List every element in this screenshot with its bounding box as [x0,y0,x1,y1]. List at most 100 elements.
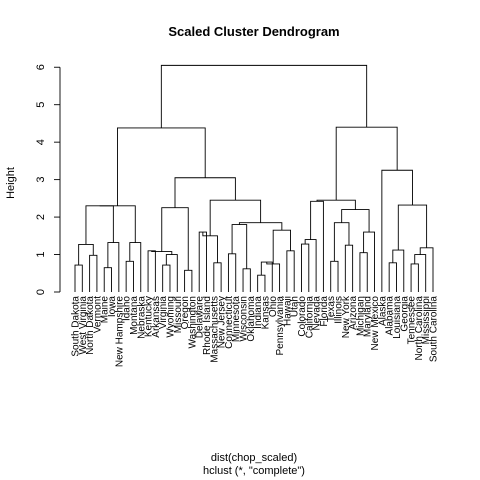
merge-41 [392,249,405,292]
merge-5 [85,205,114,245]
leaf-label-virginia: Virginia [158,296,169,330]
y-tick-label-5: 5 [35,102,47,108]
merge-37 [363,231,376,292]
merge-27 [209,199,262,236]
merge-26 [238,222,283,231]
leaf-label-north-dakota: North Dakota [85,296,96,355]
leaf-label-minnesota: Minnesota [231,296,242,343]
leaf-label-montana: Montana [129,296,140,335]
y-tick-label-3: 3 [35,177,47,183]
leaf-label-idaho: Idaho [122,296,133,321]
leaf-label-new-hampshire: New Hampshire [114,296,125,368]
leaf-label-california: California [304,296,315,339]
leaf-label-louisiana: Louisiana [392,296,403,339]
x-axis-subtitle: hclust (*, "complete") [203,465,305,477]
chart-title: Scaled Cluster Dendrogram [168,24,339,39]
leaf-label-new-mexico: New Mexico [370,296,381,351]
leaf-label-oregon: Oregon [180,296,191,329]
leaf-label-georgia: Georgia [399,296,410,332]
leaf-label-south-dakota: South Dakota [71,296,82,357]
y-tick-label-0: 0 [35,289,47,295]
merge-47 [335,126,398,201]
leaf-label-wisconsin: Wisconsin [239,296,250,342]
merge-40 [388,262,397,292]
leaf-label-oklahoma: Oklahoma [246,296,257,342]
leaf-label-rhode-island: Rhode Island [202,296,213,355]
merge-43 [414,254,427,292]
leaf-label-maine: Maine [100,296,111,324]
leaf-label-pennsylvania: Pennsylvania [275,296,286,356]
y-tick-label-2: 2 [35,214,47,220]
leaf-label-illinois: Illinois [334,296,345,324]
merge-19 [242,268,251,292]
leaf-label-vermont: Vermont [92,296,103,333]
merge-10 [162,264,171,292]
y-axis-label: Height [5,167,17,199]
leaf-label-texas: Texas [326,296,337,322]
merge-30 [301,243,310,292]
leaf-label-washington: Washington [187,296,198,348]
leaf-label-arkansas: Arkansas [151,296,162,338]
merge-42 [410,263,419,292]
y-tick-label-4: 4 [35,139,47,145]
leaf-label-massachusetts: Massachusetts [209,296,220,363]
leaf-label-ohio: Ohio [268,296,279,318]
leaf-label-kentucky: Kentucky [144,296,155,337]
leaf-label-indiana: Indiana [253,296,264,329]
merge-13 [184,269,193,292]
merge-12 [151,250,173,255]
merge-34 [344,244,354,292]
merge-21 [257,274,266,292]
leaf-label-new-york: New York [341,295,352,338]
merge-7 [129,242,142,292]
dendrogram-branches [74,64,434,292]
merge-45 [397,204,428,251]
leaf-label-iowa: Iowa [107,296,118,318]
leaf-label-colorado: Colorado [297,296,308,337]
merge-20 [231,224,248,269]
merge-23 [266,262,281,292]
leaf-label-arizona: Arizona [348,296,359,330]
leaf-label-kansas: Kansas [260,296,271,329]
merge-17 [202,232,218,263]
leaf-label-nevada: Nevada [312,296,323,331]
leaf-label-hawaii: Hawaii [282,296,293,326]
merge-25 [272,229,291,264]
merge-0 [74,264,83,292]
merge-16 [213,262,222,292]
merge-35 [333,222,350,262]
x-axis-label: dist(chop_scaled) [211,452,297,464]
merge-24 [286,250,295,292]
merge-44 [419,247,434,292]
merge-32 [310,200,324,292]
leaf-label-south-carolina: South Carolina [429,296,440,363]
merge-31 [304,239,317,292]
leaf-label-florida: Florida [319,296,330,327]
merge-3 [103,267,112,292]
y-tick-label-1: 1 [35,251,47,257]
merge-2 [78,243,94,266]
merge-8 [99,205,136,243]
merge-22 [260,261,273,292]
leaf-label-connecticut: Connecticut [224,296,235,349]
y-tick-label-6: 6 [35,64,47,70]
leaf-label-tennessee: Tennessee [407,296,418,345]
merge-36 [359,252,368,292]
leaf-label-nebraska: Nebraska [136,296,147,339]
merge-28 [174,177,236,208]
merge-11 [165,254,178,292]
merge-18 [227,253,237,292]
leaf-label-michigan: Michigan [355,296,366,336]
leaf-label-utah: Utah [290,296,301,317]
merge-38 [341,209,370,233]
leaf-label-alabama: Alabama [385,296,396,336]
leaf-label-north-carolina: North Carolina [414,296,425,361]
leaf-label-mississippi: Mississippi [421,296,432,344]
merge-6 [125,260,134,292]
merge-14 [161,207,189,271]
leaf-label-wyoming: Wyoming [165,296,176,338]
merge-9 [147,250,156,292]
merge-29 [117,127,206,206]
leaf-label-west-virginia: West Virginia [78,296,89,355]
